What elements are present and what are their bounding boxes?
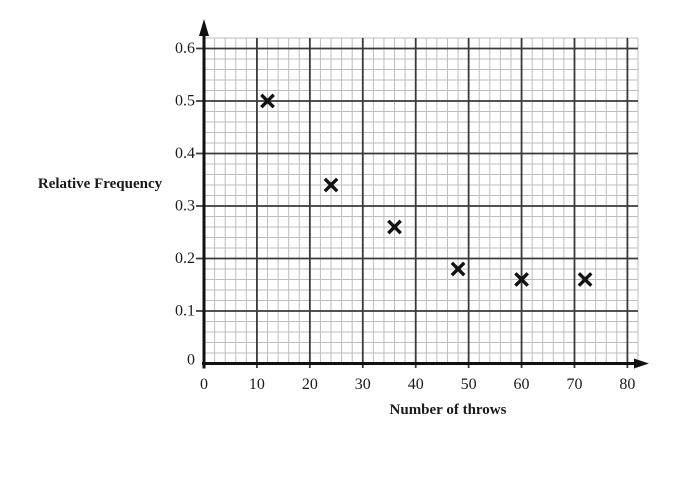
marker-stroke	[577, 272, 593, 287]
y-axis-title: Relative Frequency	[37, 176, 163, 192]
y-tick-label: 0.6	[175, 40, 195, 57]
data-point-marker	[260, 93, 275, 109]
marker-stroke	[514, 272, 529, 287]
x-axis-arrow-icon	[634, 358, 649, 369]
y-axis-arrow-icon	[199, 19, 209, 36]
y-tick-label: 0.1	[175, 303, 195, 320]
y-tick-label: 0.2	[175, 250, 195, 267]
x-tick-label: 40	[408, 376, 424, 393]
x-tick-label: 10	[249, 376, 265, 393]
major-grid	[196, 38, 638, 368]
data-point-marker	[387, 219, 402, 235]
x-tick-label: 30	[355, 376, 371, 393]
x-tick-label: 60	[514, 376, 530, 393]
marker-stroke	[450, 261, 466, 277]
data-point-marker	[577, 272, 593, 287]
data-point-marker	[514, 272, 529, 287]
x-tick-label: 0	[200, 376, 208, 393]
marker-stroke	[323, 177, 339, 193]
x-axis-title: Number of throws	[389, 402, 507, 418]
x-tick-label: 50	[461, 376, 477, 393]
data-point-marker	[450, 261, 466, 277]
minor-grid	[204, 37, 639, 364]
data-points	[260, 93, 593, 287]
x-tick-label: 20	[302, 376, 318, 393]
axes	[199, 19, 649, 369]
y-tick-label: 0.3	[175, 198, 195, 215]
marker-stroke	[387, 219, 402, 235]
x-tick-label: 70	[566, 376, 582, 393]
data-point-marker	[323, 177, 339, 193]
y-tick-label: 0	[187, 352, 195, 369]
tick-labels: 0 10 20 30 40 50 60 70 80 0 0.1 0.2 0.3 0.4 0.5 0.6	[175, 40, 635, 393]
y-tick-label: 0.4	[175, 145, 195, 162]
marker-stroke	[260, 93, 275, 109]
x-tick-label: 80	[619, 376, 635, 393]
y-tick-label: 0.5	[175, 93, 195, 110]
